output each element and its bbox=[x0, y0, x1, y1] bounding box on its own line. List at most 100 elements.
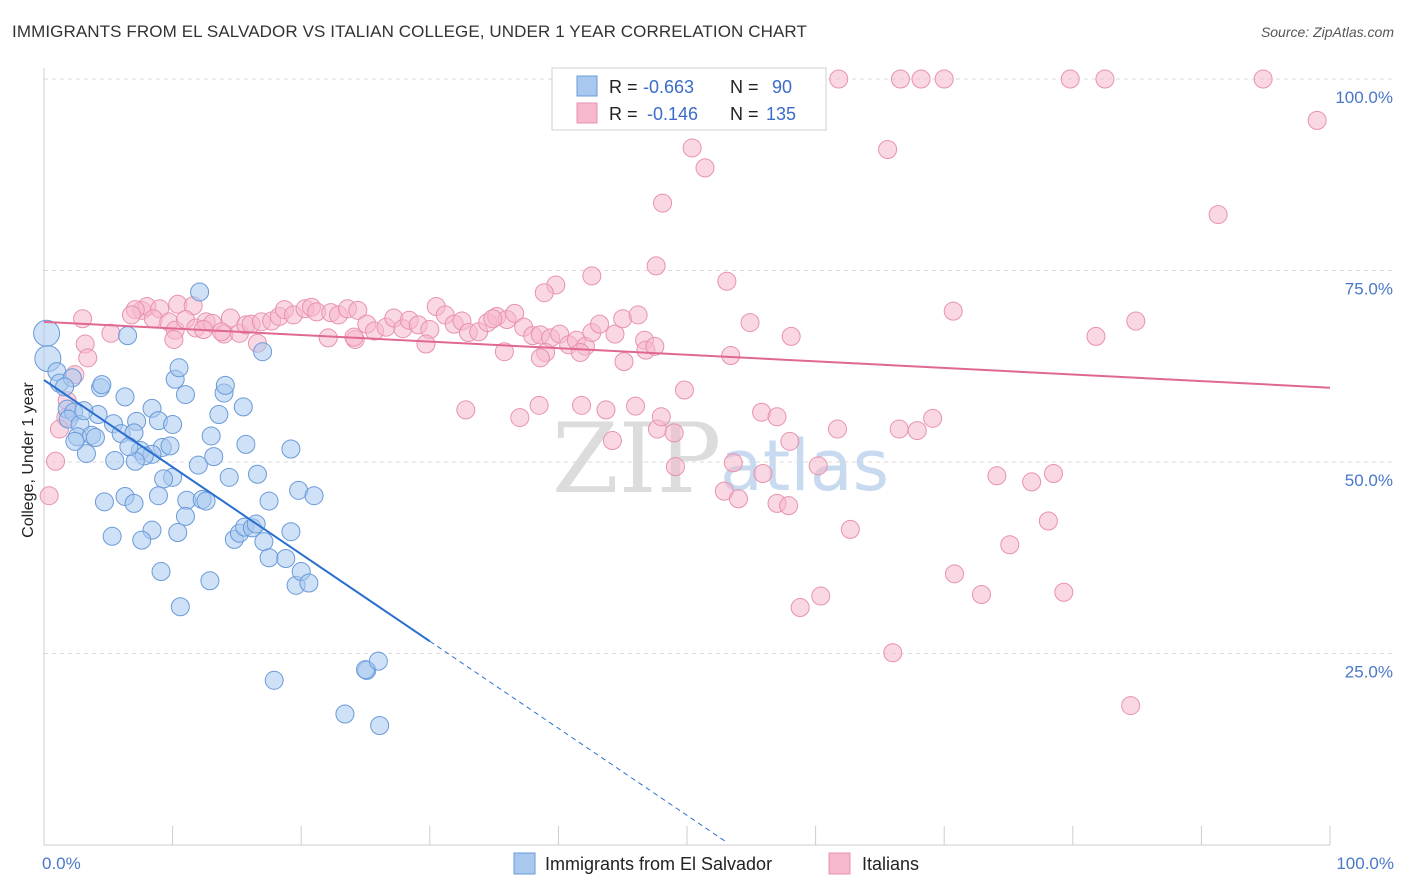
italians-point-114 bbox=[1126, 311, 1146, 331]
el-salvador-point-83 bbox=[368, 651, 388, 671]
legend-label-italians: Italians bbox=[862, 854, 919, 874]
italians-point-139 bbox=[753, 463, 773, 483]
italians-point-26 bbox=[121, 305, 141, 325]
el-salvador-point-57 bbox=[196, 491, 216, 511]
el-salvador-point-26 bbox=[163, 414, 183, 434]
el-salvador-point-52 bbox=[94, 492, 114, 512]
italians-point-137 bbox=[723, 453, 743, 473]
italians-point-151 bbox=[790, 598, 810, 618]
italians-point-127 bbox=[1044, 463, 1064, 483]
stats-n-label-blue: N = bbox=[730, 77, 759, 97]
stats-r-value-pink: -0.146 bbox=[647, 104, 698, 124]
el-salvador-point-17 bbox=[85, 427, 105, 447]
chart-source: Source: ZipAtlas.com bbox=[1260, 24, 1394, 40]
italians-point-133 bbox=[510, 408, 530, 428]
italians-point-10 bbox=[682, 138, 702, 158]
italians-point-19 bbox=[534, 283, 554, 303]
el-salvador-point-84 bbox=[264, 670, 284, 690]
x-tick-label-0: 0.0% bbox=[42, 854, 81, 873]
el-salvador-point-42 bbox=[201, 426, 221, 446]
el-salvador-point-59 bbox=[259, 491, 279, 511]
y-axis-title: College, Under 1 year bbox=[20, 382, 37, 538]
italians-point-150 bbox=[811, 586, 831, 606]
italians-point-94 bbox=[39, 486, 59, 506]
italians-point-104 bbox=[494, 342, 514, 362]
stats-r-value-blue: -0.663 bbox=[643, 77, 694, 97]
italians-point-112 bbox=[943, 301, 963, 321]
el-salvador-point-43 bbox=[236, 434, 256, 454]
el-salvador-point-70 bbox=[168, 522, 188, 542]
italians-point-148 bbox=[971, 585, 991, 605]
italians-point-3 bbox=[890, 69, 910, 89]
el-salvador-point-80 bbox=[170, 597, 190, 617]
stats-r-label-blue: R = bbox=[609, 77, 638, 97]
stats-r-label-pink: R = bbox=[609, 104, 638, 124]
italians-point-138 bbox=[808, 456, 828, 476]
italians-point-87 bbox=[101, 323, 121, 343]
el-salvador-point-30 bbox=[209, 405, 229, 425]
italians-point-99 bbox=[318, 328, 338, 348]
stats-box: R = -0.663 N = 90 R = -0.146 N = 135 bbox=[551, 67, 827, 131]
italians-point-111 bbox=[781, 326, 801, 346]
el-salvador-point-50 bbox=[154, 469, 174, 489]
italians-point-109 bbox=[721, 346, 741, 366]
italians-point-83 bbox=[645, 336, 665, 356]
el-salvador-point-87 bbox=[74, 401, 94, 421]
italians-point-8 bbox=[1253, 69, 1273, 89]
el-salvador-point-71 bbox=[102, 526, 122, 546]
el-salvador-point-28 bbox=[169, 358, 189, 378]
italians-point-93 bbox=[46, 451, 66, 471]
italians-point-146 bbox=[1038, 511, 1058, 531]
el-salvador-point-45 bbox=[188, 455, 208, 475]
italians-point-134 bbox=[456, 400, 476, 420]
italians-point-103 bbox=[483, 309, 503, 329]
el-salvador-point-86 bbox=[370, 716, 390, 736]
stats-n-value-pink: 135 bbox=[766, 104, 796, 124]
italians-point-13 bbox=[653, 193, 673, 213]
axis-layer bbox=[43, 68, 1331, 846]
italians-point-143 bbox=[779, 496, 799, 516]
italians-point-131 bbox=[651, 407, 671, 427]
italians-point-102 bbox=[416, 334, 436, 354]
el-salvador-point-49 bbox=[247, 464, 267, 484]
italians-point-110 bbox=[740, 313, 760, 333]
italians-point-129 bbox=[602, 431, 622, 451]
italians-trend-line bbox=[43, 320, 1331, 389]
el-salvador-point-29 bbox=[175, 385, 195, 405]
x-tick-label-100: 100.0% bbox=[1336, 854, 1394, 873]
el-salvador-point-48 bbox=[219, 467, 239, 487]
italians-point-11 bbox=[878, 139, 898, 159]
el-salvador-point-54 bbox=[148, 486, 168, 506]
el-salvador-point-89 bbox=[119, 437, 139, 457]
italians-point-122 bbox=[889, 419, 909, 439]
el-salvador-point-8 bbox=[118, 326, 138, 346]
legend-label-el-salvador: Immigrants from El Salvador bbox=[545, 854, 772, 874]
italians-point-2 bbox=[829, 69, 849, 89]
italians-point-135 bbox=[529, 395, 549, 415]
el-salvador-point-18 bbox=[76, 444, 96, 464]
italians-point-27 bbox=[143, 309, 163, 329]
italians-point-147 bbox=[1054, 582, 1074, 602]
chart-title: IMMIGRANTS FROM EL SALVADOR VS ITALIAN C… bbox=[12, 22, 807, 41]
stats-n-label-pink: N = bbox=[730, 104, 759, 124]
italians-point-14 bbox=[1208, 205, 1228, 225]
italians-point-4 bbox=[911, 69, 931, 89]
italians-point-128 bbox=[596, 400, 616, 420]
el-salvador-point-68 bbox=[281, 522, 301, 542]
el-salvador-point-73 bbox=[259, 548, 279, 568]
italians-point-107 bbox=[614, 352, 634, 372]
el-salvador-point-67 bbox=[254, 532, 274, 552]
el-salvador-point-53 bbox=[124, 493, 144, 513]
el-salvador-point-47 bbox=[204, 447, 224, 467]
italians-point-7 bbox=[1095, 69, 1115, 89]
italians-point-84 bbox=[570, 342, 590, 362]
italians-point-132 bbox=[572, 395, 592, 415]
el-salvador-point-0 bbox=[33, 319, 61, 347]
el-salvador-point-74 bbox=[276, 549, 296, 569]
italians-point-120 bbox=[780, 431, 800, 451]
trend-lines bbox=[43, 320, 1331, 842]
stats-swatch-pink bbox=[576, 102, 598, 124]
el-salvador-point-33 bbox=[233, 397, 253, 417]
italians-point-16 bbox=[582, 266, 602, 286]
